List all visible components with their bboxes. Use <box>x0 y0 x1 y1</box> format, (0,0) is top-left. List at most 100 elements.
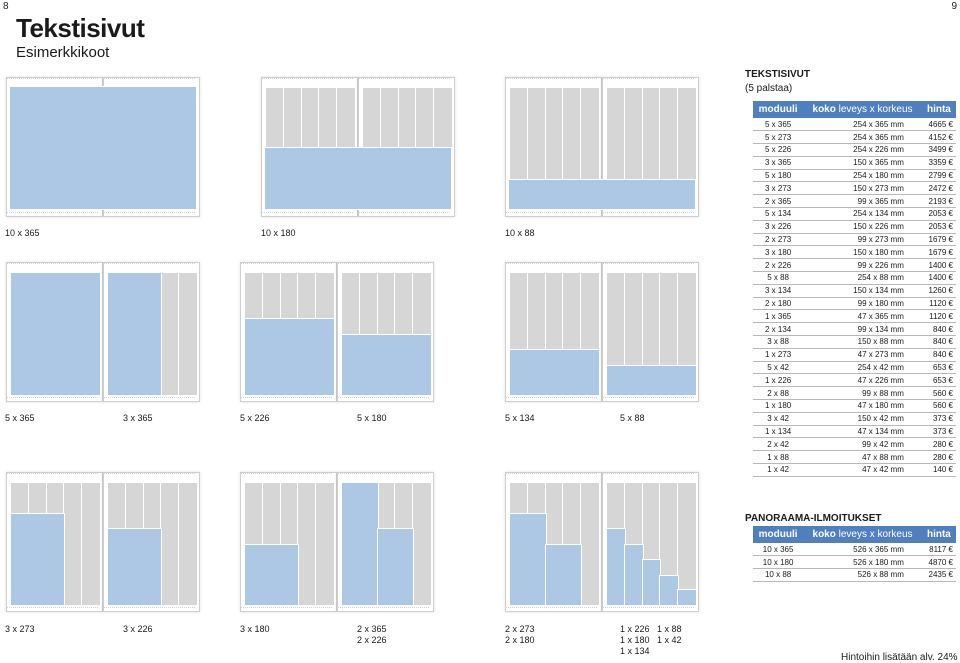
table-row: 5 x 273 254 x 365 mm 4152 € <box>753 130 956 145</box>
table-row: 2 x 226 99 x 226 mm 1400 € <box>753 258 956 273</box>
text-column <box>580 87 600 211</box>
page-footer-line <box>506 211 597 213</box>
price-cell: 1679 € <box>921 245 956 260</box>
page-thumbnail <box>6 262 103 402</box>
grid-size-label: 10 x 88 <box>505 228 535 238</box>
table-row: 2 x 180 99 x 180 mm 1120 € <box>753 297 956 311</box>
price-cell: 2799 € <box>921 169 956 183</box>
table-row: 5 x 134 254 x 134 mm 2053 € <box>753 207 956 221</box>
page-footer-line <box>104 211 195 213</box>
ad-module <box>244 318 335 396</box>
size-cell: 150 x 180 mm <box>803 245 922 260</box>
page-thumbnail <box>103 262 200 402</box>
module-cell: 5 x 180 <box>753 169 804 183</box>
size-cell: 99 x 273 mm <box>803 233 922 247</box>
grid-size-label: 3 x 273 <box>5 624 35 634</box>
page-header-line <box>241 473 332 476</box>
size-cell: 47 x 273 mm <box>803 348 922 362</box>
page-header-line <box>338 473 429 476</box>
grid-size-label: 3 x 180 <box>240 624 270 634</box>
module-cell: 5 x 365 <box>753 118 804 132</box>
column-header-price: hinta <box>921 526 956 543</box>
page-footer-line <box>262 211 353 213</box>
size-cell: 47 x 134 mm <box>803 425 922 439</box>
page-header-line <box>506 78 597 81</box>
module-cell: 1 x 134 <box>753 425 804 439</box>
column-header-size: koko leveys x korkeus <box>803 526 922 543</box>
ad-module <box>106 528 163 606</box>
price-cell: 1120 € <box>921 297 956 311</box>
column-header-module: moduuli <box>753 101 804 118</box>
module-cell: 1 x 180 <box>753 399 804 413</box>
price-cell: 653 € <box>921 373 956 388</box>
page-footer-line <box>104 396 195 398</box>
page-footer-line <box>7 396 98 398</box>
module-cell: 5 x 42 <box>753 361 804 375</box>
module-cell: 5 x 134 <box>753 207 804 221</box>
price-cell: 840 € <box>921 348 956 362</box>
price-cell: 3359 € <box>921 156 956 170</box>
price-cell: 840 € <box>921 322 956 337</box>
text-column <box>526 87 547 211</box>
ad-module <box>641 558 662 606</box>
price-cell: 3499 € <box>921 143 956 157</box>
module-cell: 1 x 42 <box>753 463 804 477</box>
price-cell: 140 € <box>921 463 956 477</box>
ad-module <box>623 544 644 606</box>
price-cell: 373 € <box>921 412 956 426</box>
text-column <box>509 87 529 211</box>
text-column <box>606 272 626 396</box>
page-thumbnail <box>602 262 699 402</box>
text-column <box>544 87 565 211</box>
table-row: 10 x 365 526 x 365 mm 8117 € <box>753 543 956 557</box>
module-cell: 3 x 134 <box>753 284 804 298</box>
ad-module <box>606 364 697 396</box>
price-cell: 373 € <box>921 425 956 439</box>
page-footer-line <box>338 606 429 608</box>
ad-module <box>376 528 415 606</box>
table-row: 1 x 226 47 x 226 mm 653 € <box>753 373 956 388</box>
text-column <box>606 87 626 211</box>
text-column <box>623 87 644 211</box>
size-cell: 47 x 180 mm <box>803 399 922 413</box>
table-row: 1 x 180 47 x 180 mm 560 € <box>753 399 956 413</box>
page-footer-line <box>506 606 597 608</box>
page-thumbnail <box>240 262 337 402</box>
text-column <box>178 482 198 606</box>
size-cell: 99 x 88 mm <box>803 386 922 401</box>
module-cell: 1 x 273 <box>753 348 804 362</box>
grid-size-label: 1 x 226 1 x 180 1 x 134 <box>620 624 650 656</box>
page-number-right: 9 <box>951 1 957 12</box>
size-cell: 99 x 42 mm <box>803 437 922 452</box>
grid-size-label: 3 x 226 <box>123 624 153 634</box>
text-column <box>641 272 662 396</box>
module-cell: 10 x 88 <box>753 568 804 582</box>
price-cell: 2435 € <box>921 568 956 582</box>
page-header-line <box>7 78 98 81</box>
ad-module <box>659 574 680 606</box>
ad-module <box>341 334 432 396</box>
module-cell: 2 x 88 <box>753 386 804 401</box>
table-row: 1 x 42 47 x 42 mm 140 € <box>753 463 956 477</box>
table-row: 2 x 42 99 x 42 mm 280 € <box>753 437 956 452</box>
size-cell: 254 x 88 mm <box>803 271 922 285</box>
module-cell: 1 x 88 <box>753 450 804 465</box>
page-subtitle: Esimerkkikoot <box>16 44 110 61</box>
price-cell: 1400 € <box>921 258 956 273</box>
text-column <box>297 482 318 606</box>
price-cell: 2193 € <box>921 194 956 209</box>
page-header-line <box>603 473 694 476</box>
size-cell: 526 x 180 mm <box>803 555 922 570</box>
module-cell: 5 x 88 <box>753 271 804 285</box>
size-cell: 47 x 365 mm <box>803 309 922 324</box>
page-footer-line <box>241 396 332 398</box>
grid-size-label: 5 x 226 <box>240 413 270 423</box>
panorama-ad-module <box>9 86 197 210</box>
size-cell: 526 x 88 mm <box>803 568 922 582</box>
page-header-line <box>104 78 195 81</box>
table-row: 5 x 365 254 x 365 mm 4665 € <box>753 118 956 132</box>
module-cell: 3 x 42 <box>753 412 804 426</box>
module-cell: 5 x 226 <box>753 143 804 157</box>
size-cell: 47 x 88 mm <box>803 450 922 465</box>
ad-module <box>243 544 300 606</box>
